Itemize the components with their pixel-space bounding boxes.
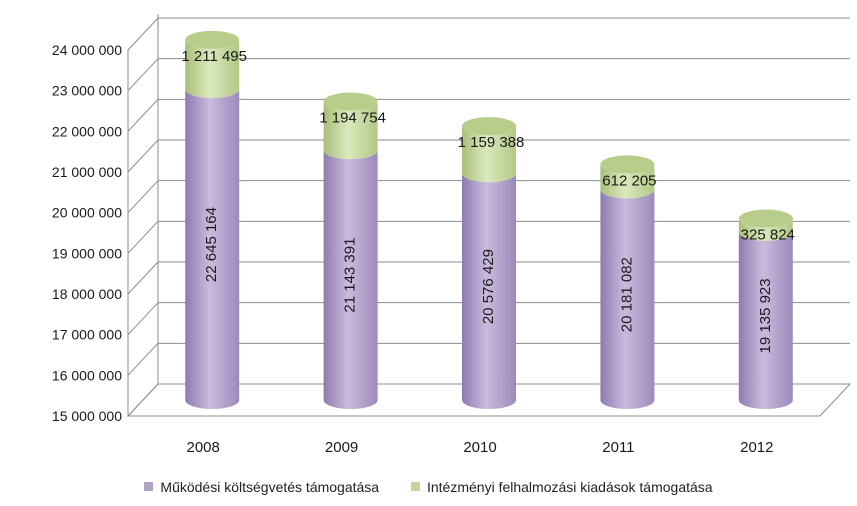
- x-tick-label: 2010: [463, 439, 496, 456]
- bar-group-2010: 20 576 429 1 159 388: [458, 117, 525, 409]
- y-tick-label: 17 000 000: [52, 327, 122, 343]
- data-label-felhalmozasi: 612 205: [602, 172, 656, 189]
- y-tick-label: 16 000 000: [52, 367, 122, 383]
- data-label-mukodesi: 22 645 164: [203, 207, 220, 282]
- data-label-felhalmozasi: 1 194 754: [319, 110, 386, 127]
- x-tick-label: 2009: [325, 439, 358, 456]
- bar-mukodesi-2012: [738, 231, 793, 410]
- gridline-side: [127, 98, 159, 132]
- bar-felhalmozasi-2010: [462, 126, 516, 183]
- bar-felhalmozasi-2012: [738, 218, 793, 241]
- bar-mukodesi-2008: [185, 89, 240, 410]
- bar-felhalmozasi-2009: [323, 101, 378, 160]
- legend-swatch-mukodesi: [144, 482, 154, 491]
- y-tick-label: 19 000 000: [52, 245, 122, 261]
- data-label-mukodesi: 19 135 923: [757, 278, 774, 353]
- gridline-side: [127, 302, 159, 336]
- data-label-mukodesi: 21 143 391: [342, 238, 359, 313]
- bar-top-cap-2012: [738, 209, 793, 228]
- bar-group-2011: 20 181 082 612 205: [600, 155, 657, 410]
- data-label-felhalmozasi: 1 211 495: [181, 48, 247, 65]
- bar-felhalmozasi-2011: [600, 164, 655, 199]
- bar-mukodesi-2010: [462, 173, 516, 409]
- legend-item-felhalmozasi: Intézményi felhalmozási kiadások támogat…: [410, 478, 713, 495]
- gridline-side: [127, 383, 159, 417]
- gridline-side: [127, 139, 159, 173]
- y-tick-label: 23 000 000: [52, 83, 122, 99]
- gridline-side: [127, 220, 159, 254]
- y-tick-label: 22 000 000: [52, 123, 122, 139]
- bar-mukodesi-2011: [600, 189, 655, 410]
- bar-group-2012: 19 135 923 325 824: [738, 209, 795, 410]
- bar-group-2009: 21 143 391 1 194 754: [319, 92, 386, 410]
- bar-top-cap-2010: [462, 117, 516, 136]
- legend-label-felhalmozasi: Intézményi felhalmozási kiadások támogat…: [426, 478, 713, 495]
- bar-top-cap-2008: [185, 30, 240, 49]
- gridline-side: [127, 261, 159, 295]
- gridline-side: [127, 17, 159, 51]
- bar-top-cap-2009: [323, 92, 378, 111]
- x-tick-label: 2011: [602, 439, 634, 456]
- gridline-side: [127, 180, 159, 214]
- gridline-side: [127, 58, 159, 92]
- chart-svg: 15 000 000 16 000 000 17 000 000 18 000 000…: [52, 14, 852, 456]
- bar-felhalmozasi-2008: [185, 39, 240, 99]
- legend-label-mukodesi: Működési költségvetés támogatása: [160, 478, 380, 495]
- data-label-mukodesi: 20 181 082: [618, 257, 635, 332]
- bar-group-2008: 22 645 164 1 211 495: [181, 30, 247, 410]
- bar-top-cap-2011: [600, 155, 655, 174]
- legend-item-mukodesi: Működési költségvetés támogatása: [144, 479, 379, 495]
- y-tick-label: 15 000 000: [52, 408, 122, 424]
- data-label-felhalmozasi: 1 159 388: [458, 134, 525, 151]
- data-label-mukodesi: 20 576 429: [480, 249, 497, 324]
- legend-swatch-felhalmozasi: [410, 482, 420, 491]
- bar-mukodesi-2009: [323, 150, 378, 410]
- gridline-side: [127, 342, 159, 376]
- y-tick-label: 20 000 000: [52, 205, 122, 221]
- x-tick-label: 2008: [187, 439, 220, 456]
- y-tick-label: 24 000 000: [52, 42, 122, 58]
- y-tick-label: 21 000 000: [52, 164, 122, 180]
- legend: Működési költségvetés támogatása Intézmé…: [0, 478, 857, 495]
- y-tick-label: 18 000 000: [52, 286, 122, 302]
- x-tick-label: 2012: [740, 439, 773, 456]
- data-label-felhalmozasi: 325 824: [741, 227, 795, 244]
